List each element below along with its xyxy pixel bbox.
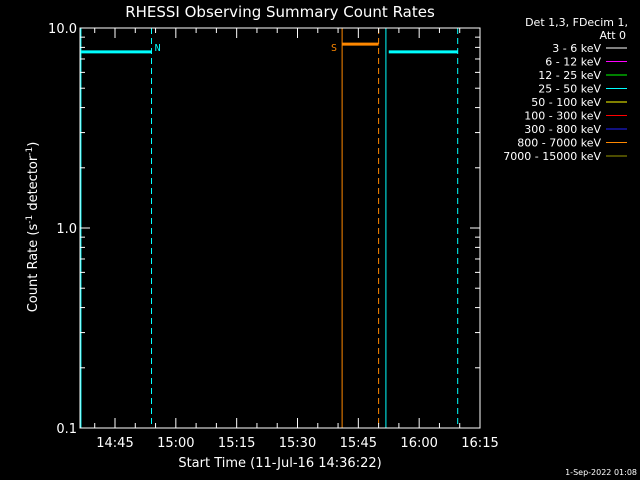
y-tick-label: 10.0 (48, 22, 77, 37)
annotation-label: N (155, 43, 161, 54)
x-tick-label: 15:30 (279, 436, 316, 451)
x-tick-label: 16:15 (461, 436, 498, 451)
legend-entry-label: 12 - 25 keV (538, 69, 601, 82)
chart-title: RHESSI Observing Summary Count Rates (125, 3, 435, 21)
legend-entry-label: 7000 - 15000 keV (503, 150, 601, 163)
legend-entry-label: 25 - 50 keV (538, 83, 601, 96)
x-tick-label: 16:00 (400, 436, 437, 451)
legend-header-line2: Att 0 (600, 29, 626, 42)
x-tick-label: 14:45 (96, 436, 133, 451)
x-tick-label: 15:45 (340, 436, 377, 451)
legend-entry-label: 3 - 6 keV (552, 42, 601, 55)
legend-entry-label: 300 - 800 keV (524, 123, 601, 136)
y-tick-label: 0.1 (56, 422, 77, 437)
plot-frame (79, 27, 481, 429)
x-axis-label: Start Time (11-Jul-16 14:36:22) (178, 456, 381, 471)
footer-date: 1-Sep-2022 01:08 (565, 468, 637, 477)
y-axis: 0.1 1.0 10.0 (48, 22, 480, 437)
x-tick-label: 15:15 (218, 436, 255, 451)
legend-entry-label: 50 - 100 keV (531, 96, 601, 109)
y-tick-label: 1.0 (56, 222, 77, 237)
legend-entry-label: 800 - 7000 keV (517, 137, 601, 150)
legend-entry-label: 100 - 300 keV (524, 110, 601, 123)
annotation-label: S (331, 43, 337, 54)
legend-entry-label: 6 - 12 keV (545, 56, 601, 69)
x-tick-label: 15:00 (157, 436, 194, 451)
x-axis: 14:45 15:00 15:15 15:30 15:45 16:00 16:15 (94, 28, 499, 451)
legend-header-line1: Det 1,3, FDecim 1, (525, 16, 628, 29)
y-axis-label: Count Rate (s-1 detector-1) (25, 142, 41, 313)
